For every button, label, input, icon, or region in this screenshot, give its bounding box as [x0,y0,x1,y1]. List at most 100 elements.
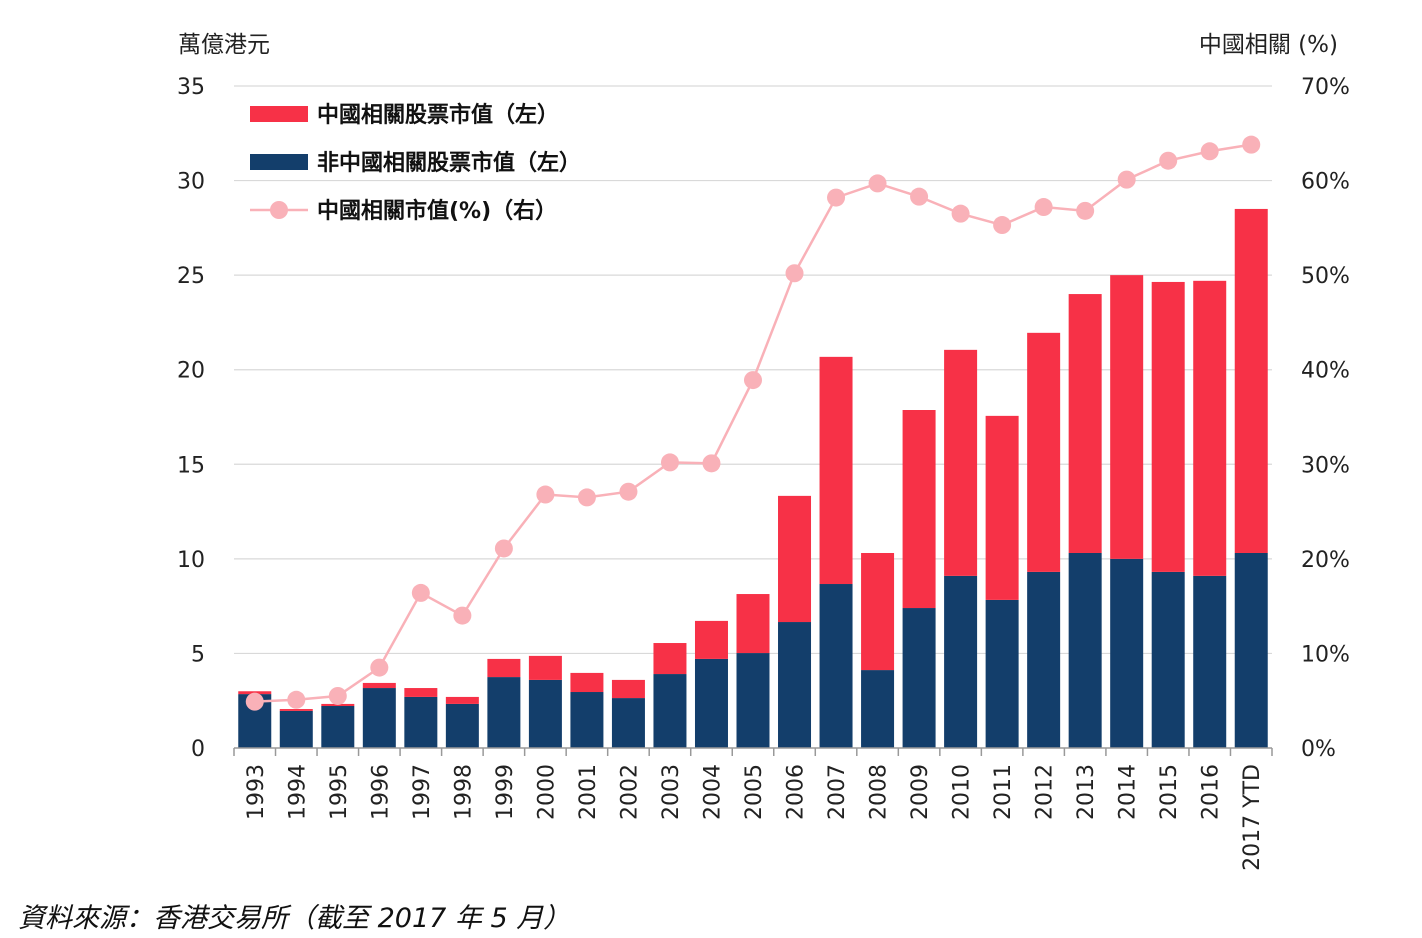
bar [404,696,438,748]
x-tick-label: 1999 [493,764,518,820]
percent-marker [660,453,679,472]
x-tick-label: 2008 [867,764,892,820]
bar [944,349,978,576]
left-tick-label: 10 [177,548,205,573]
x-tick-label: 2017 YTD [1240,764,1265,871]
percent-marker [1159,151,1178,170]
percent-marker [411,583,430,602]
right-tick-label: 0% [1301,737,1336,762]
legend-label: 非中國相關股票市值（左） [317,150,581,176]
percent-marker [910,187,929,206]
bar [1027,332,1061,572]
x-tick-label: 2007 [825,764,850,820]
bar [861,552,895,671]
bar [404,688,438,697]
x-tick-label: 1994 [285,764,310,820]
percent-marker [702,454,721,473]
percent-marker [370,658,389,677]
right-tick-label: 60% [1301,170,1350,195]
bar [1234,208,1268,553]
x-tick-label: 1998 [451,764,476,820]
right-tick-label: 10% [1301,642,1350,667]
bar [445,696,479,704]
percent-marker [1117,170,1136,189]
bar [1193,280,1227,576]
bar [528,679,562,748]
source-note: 資料來源：香港交易所（截至 2017 年 5 月） [18,903,571,934]
percent-marker [1200,142,1219,161]
left-tick-label: 15 [177,453,205,478]
legend-swatch [250,106,308,122]
right-axis-label: 中國相關 (%) [1199,32,1338,58]
bar [1110,275,1144,559]
percent-marker [328,686,347,705]
x-tick-label: 2000 [534,764,559,820]
bar [819,356,853,585]
x-tick-label: 2012 [1033,764,1058,820]
x-tick-label: 1995 [327,764,352,820]
x-tick-label: 2002 [617,764,642,820]
percent-marker [577,488,596,507]
percent-marker [1034,198,1053,217]
bar [528,655,562,680]
bar [1068,294,1102,553]
percent-marker [536,485,555,504]
bar [778,495,812,623]
bar [944,575,978,748]
bar [861,670,895,748]
percent-marker [1242,135,1261,154]
bar [321,706,355,748]
bar [1110,558,1144,748]
left-axis-label: 萬億港元 [178,32,270,58]
left-tick-label: 20 [177,359,205,384]
x-tick-label: 2010 [950,764,975,820]
x-tick-label: 2006 [784,764,809,820]
x-tick-label: 2015 [1157,764,1182,820]
bar [653,674,687,748]
bar [819,584,853,748]
percent-marker [951,204,970,223]
x-tick-label: 2016 [1199,764,1224,820]
bar [279,709,313,711]
left-tick-label: 25 [177,264,205,289]
percent-marker [868,174,887,193]
bar [902,410,936,609]
left-tick-label: 30 [177,170,205,195]
bar [611,698,645,748]
percent-marker [245,692,264,711]
bar [1234,552,1268,748]
left-tick-label: 35 [177,75,205,100]
bar [445,703,479,748]
x-tick-label: 2001 [576,764,601,820]
right-tick-label: 20% [1301,548,1350,573]
bar [570,692,604,748]
bar [611,679,645,699]
x-tick-label: 2009 [908,764,933,820]
bar [985,599,1019,748]
bar [1068,552,1102,748]
bar [736,594,770,654]
percent-marker [287,690,306,709]
x-tick-label: 2003 [659,764,684,820]
bar [694,620,728,659]
bar [279,710,313,748]
percent-marker [744,371,762,390]
left-tick-label: 5 [191,642,205,667]
percent-marker [494,539,513,558]
x-tick-label: 1993 [244,764,269,820]
right-tick-label: 30% [1301,453,1350,478]
right-tick-label: 40% [1301,359,1350,384]
bar [362,688,396,748]
right-tick-label: 50% [1301,264,1350,289]
bar [1151,281,1185,572]
bar [362,682,396,689]
bar [902,608,936,748]
x-tick-label: 2011 [991,764,1016,820]
bar [1027,571,1061,748]
left-tick-label: 0 [191,737,205,762]
bar [1151,571,1185,748]
bar [736,653,770,748]
bar [487,658,521,678]
bar [778,622,812,748]
